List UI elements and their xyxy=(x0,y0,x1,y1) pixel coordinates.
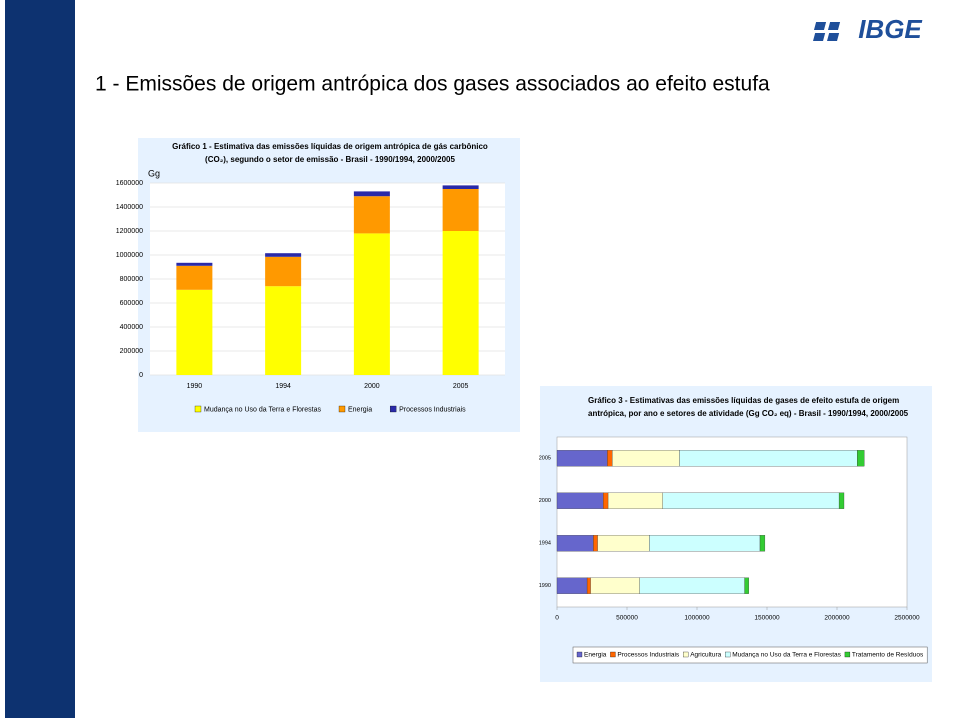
bar-segment xyxy=(442,185,479,189)
legend-swatch xyxy=(844,651,851,658)
y-tick-label: 200000 xyxy=(120,348,143,355)
x-tick-label: 2000 xyxy=(364,383,380,390)
bar-segment xyxy=(593,535,598,552)
bar-segment xyxy=(662,492,840,509)
legend-box xyxy=(572,646,928,664)
bar-segment xyxy=(353,196,390,234)
bar-segment xyxy=(744,577,749,594)
bar-segment xyxy=(176,289,213,375)
legend-label: Processos Industriais xyxy=(399,406,466,413)
legend-label: Processos Industriais xyxy=(617,652,680,659)
y-tick-label: 1994 xyxy=(539,541,551,547)
x-tick-label: 2500000 xyxy=(894,615,920,622)
bar-segment xyxy=(607,492,663,509)
x-tick-label: 1990 xyxy=(187,383,203,390)
bar-segment xyxy=(838,492,845,509)
bar-segment xyxy=(556,450,608,467)
bar-segment xyxy=(857,450,865,467)
y-tick-label: 1200000 xyxy=(116,228,143,235)
bar-segment xyxy=(556,492,604,509)
x-tick-label: 1500000 xyxy=(754,615,780,622)
x-tick-label: 0 xyxy=(555,615,559,622)
bar-segment xyxy=(265,256,302,287)
bar-segment xyxy=(639,577,745,594)
y-tick-label: 800000 xyxy=(120,276,143,283)
legend-label: Mudança no Uso da Terra e Florestas xyxy=(732,652,841,659)
bar-segment xyxy=(556,577,588,594)
x-tick-label: 500000 xyxy=(616,615,638,622)
legend-swatch xyxy=(725,651,731,658)
y-tick-label: 0 xyxy=(139,372,143,379)
legend-swatch xyxy=(194,405,202,413)
legend-label: Tratamento de Resíduos xyxy=(852,652,924,659)
legend-swatch xyxy=(576,651,583,658)
legend-label: Energia xyxy=(348,406,372,413)
legend-swatch xyxy=(338,405,346,413)
side-stripe xyxy=(5,0,75,718)
bar-segment xyxy=(649,535,761,552)
legend-label: Mudança no Uso da Terra e Florestas xyxy=(204,406,321,413)
bar-segment xyxy=(442,189,479,231)
y-tick-label: 2000 xyxy=(539,498,551,504)
bar-segment xyxy=(679,450,858,467)
legend-swatch xyxy=(389,405,397,413)
y-tick-label: 1000000 xyxy=(116,252,143,259)
logo-text: IBGE xyxy=(858,14,922,44)
bar-segment xyxy=(607,450,613,467)
legend-swatch xyxy=(683,651,689,658)
bar-segment xyxy=(353,191,390,197)
bar-segment xyxy=(590,577,640,594)
legend-label: Energia xyxy=(584,652,607,659)
legend-swatch xyxy=(610,651,616,658)
bar-segment xyxy=(265,286,302,375)
x-tick-label: 2000000 xyxy=(824,615,850,622)
legend-label: Agricultura xyxy=(690,652,721,659)
y-tick-label: 600000 xyxy=(120,300,143,307)
bar-segment xyxy=(265,253,302,257)
bar-segment xyxy=(176,265,213,290)
chart-title: (CO₂), segundo o setor de emissão - Bras… xyxy=(205,155,455,164)
bar-segment xyxy=(442,231,479,375)
bar-segment xyxy=(597,535,650,552)
chart-title: antrópica, por ano e setores de atividad… xyxy=(588,409,909,418)
bar-segment xyxy=(586,577,591,594)
bar-segment xyxy=(603,492,609,509)
x-tick-label: 1000000 xyxy=(684,615,710,622)
bar-segment xyxy=(556,535,594,552)
slide-title: 1 - Emissões de origem antrópica dos gas… xyxy=(95,73,770,96)
bar-segment xyxy=(353,233,390,375)
y-tick-label: 2005 xyxy=(539,456,551,462)
y-tick-label: 1400000 xyxy=(116,204,143,211)
x-tick-label: 2005 xyxy=(453,383,469,390)
y-tick-label: 400000 xyxy=(120,324,143,331)
y-tick-label: 1600000 xyxy=(116,180,143,187)
bar-segment xyxy=(176,262,213,266)
chart-title: Gráfico 3 - Estimativas das emissões líq… xyxy=(588,396,899,405)
x-tick-label: 1994 xyxy=(275,383,291,390)
chart-title: Gráfico 1 - Estimativa das emissões líqu… xyxy=(172,142,488,151)
y-axis-label: Gg xyxy=(148,168,160,178)
y-tick-label: 1990 xyxy=(539,583,551,589)
bar-segment xyxy=(759,535,766,552)
bar-segment xyxy=(612,450,680,467)
logo: IBGE xyxy=(813,14,922,44)
